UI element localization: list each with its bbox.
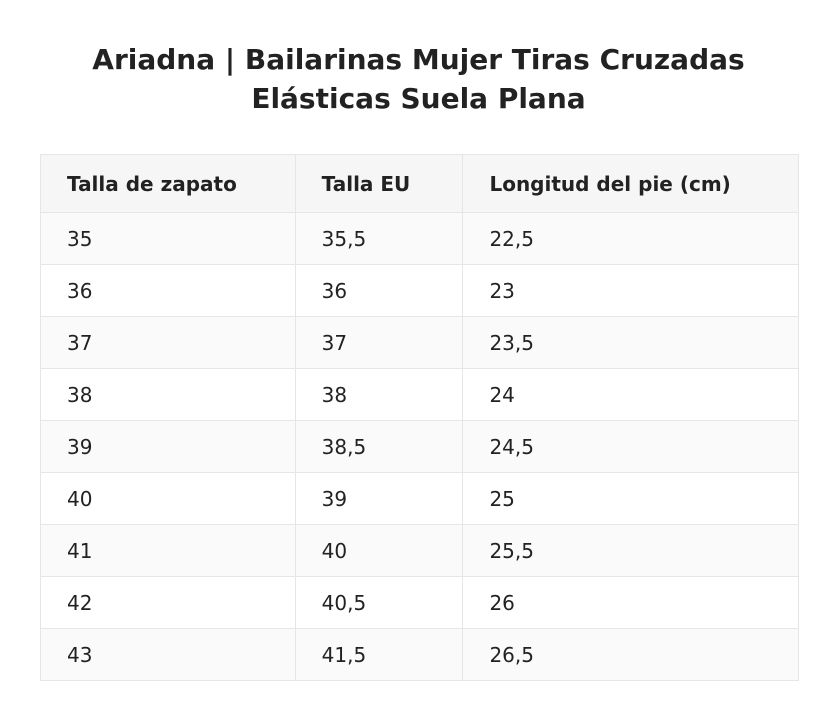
cell-foot-length: 26,5 — [462, 628, 799, 681]
cell-eu-size: 39 — [294, 472, 464, 525]
table-header-row: Talla de zapato Talla EU Longitud del pi… — [40, 154, 799, 213]
cell-foot-length: 26 — [462, 576, 799, 629]
cell-foot-length: 23 — [462, 264, 799, 317]
cell-foot-length: 24 — [462, 368, 799, 421]
table-row: 43 41,5 26,5 — [40, 628, 799, 681]
cell-eu-size: 37 — [294, 316, 464, 369]
cell-eu-size: 38,5 — [294, 420, 464, 473]
cell-foot-length: 24,5 — [462, 420, 799, 473]
table-row: 37 37 23,5 — [40, 316, 799, 369]
table-row: 42 40,5 26 — [40, 576, 799, 629]
cell-shoe-size: 40 — [40, 472, 296, 525]
cell-shoe-size: 37 — [40, 316, 296, 369]
cell-eu-size: 38 — [294, 368, 464, 421]
cell-shoe-size: 39 — [40, 420, 296, 473]
cell-shoe-size: 41 — [40, 524, 296, 577]
page-title-line-1: Ariadna | Bailarinas Mujer Tiras Cruzada… — [92, 43, 745, 76]
size-chart-table: Talla de zapato Talla EU Longitud del pi… — [40, 154, 799, 681]
cell-shoe-size: 43 — [40, 628, 296, 681]
table-row: 40 39 25 — [40, 472, 799, 525]
cell-shoe-size: 42 — [40, 576, 296, 629]
cell-shoe-size: 36 — [40, 264, 296, 317]
table-body: 35 35,5 22,5 36 36 23 37 37 23,5 38 38 2… — [40, 212, 799, 681]
cell-shoe-size: 38 — [40, 368, 296, 421]
page-title: Ariadna | Bailarinas Mujer Tiras Cruzada… — [0, 40, 837, 118]
table-row: 35 35,5 22,5 — [40, 212, 799, 265]
header-eu-size: Talla EU — [294, 154, 464, 213]
cell-eu-size: 41,5 — [294, 628, 464, 681]
cell-eu-size: 40 — [294, 524, 464, 577]
cell-foot-length: 25 — [462, 472, 799, 525]
cell-foot-length: 25,5 — [462, 524, 799, 577]
table-row: 38 38 24 — [40, 368, 799, 421]
cell-eu-size: 35,5 — [294, 212, 464, 265]
cell-foot-length: 23,5 — [462, 316, 799, 369]
table-row: 39 38,5 24,5 — [40, 420, 799, 473]
header-foot-length: Longitud del pie (cm) — [462, 154, 799, 213]
page-title-line-2: Elásticas Suela Plana — [251, 82, 586, 115]
cell-shoe-size: 35 — [40, 212, 296, 265]
table-row: 36 36 23 — [40, 264, 799, 317]
table-header: Talla de zapato Talla EU Longitud del pi… — [40, 154, 799, 213]
header-shoe-size: Talla de zapato — [40, 154, 296, 213]
cell-eu-size: 36 — [294, 264, 464, 317]
cell-foot-length: 22,5 — [462, 212, 799, 265]
table-row: 41 40 25,5 — [40, 524, 799, 577]
cell-eu-size: 40,5 — [294, 576, 464, 629]
